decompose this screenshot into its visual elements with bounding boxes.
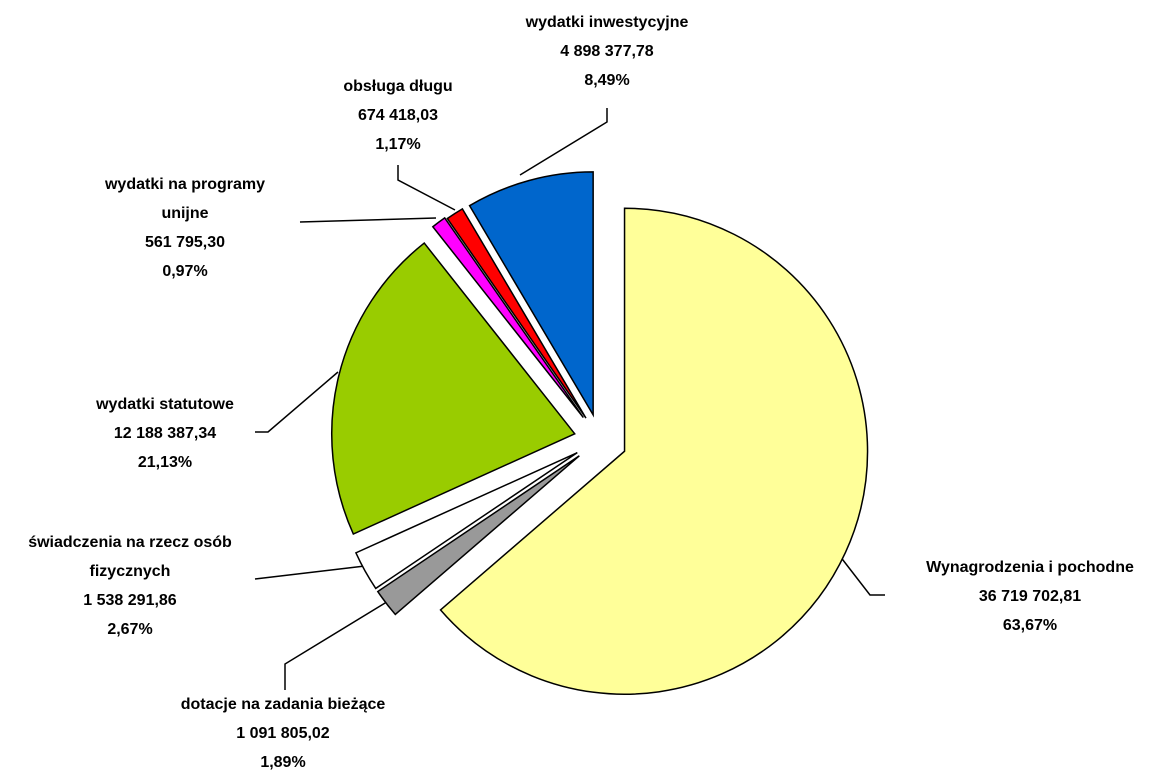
slice-name: wydatki na programy unijne (104, 176, 266, 222)
pie-slice (376, 455, 580, 616)
slice-percent: 63,67% (1002, 617, 1058, 634)
slice-percent: 2,67% (107, 621, 153, 638)
slice-name: Wynagrodzenia i pochodne (926, 559, 1134, 576)
pie-slice (446, 207, 587, 419)
slice-label: świadczenia na rzecz osób fizycznych 1 53… (0, 528, 260, 644)
pie-slice (354, 451, 578, 590)
leader-line (284, 599, 391, 690)
slice-percent: 21,13% (137, 454, 193, 471)
slice-label: obsługa długu 674 418,03 1,17% (298, 72, 498, 159)
leader-lines (254, 108, 885, 690)
slice-label: Wynagrodzenia i pochodne 36 719 702,81 63,… (880, 553, 1158, 640)
slice-label: dotacje na zadania bieżące 1 091 805,02 1,… (133, 690, 433, 777)
slice-amount: 12 188 387,34 (113, 425, 217, 442)
slice-percent: 1,17% (375, 136, 421, 153)
slice-amount: 1 538 291,86 (83, 592, 177, 609)
slice-amount: 1 091 805,02 (236, 725, 330, 742)
leader-line (397, 165, 456, 211)
slice-name: wydatki statutowe (96, 396, 234, 413)
slice-amount: 561 795,30 (144, 234, 226, 251)
leader-line (299, 217, 437, 223)
slice-label: wydatki statutowe 12 188 387,34 21,13% (55, 390, 275, 477)
slice-amount: 674 418,03 (357, 107, 439, 124)
leader-line (519, 108, 608, 176)
slice-amount: 36 719 702,81 (978, 588, 1082, 605)
slice-label: wydatki na programy unijne 561 795,30 0,97… (80, 170, 290, 286)
slice-name: obsługa długu (343, 78, 453, 95)
slice-percent: 0,97% (162, 263, 208, 280)
leader-line (255, 371, 339, 433)
slice-name: dotacje na zadania bieżące (180, 696, 386, 713)
leader-line (254, 565, 366, 580)
slice-amount: 4 898 377,78 (560, 43, 654, 60)
pie-slice (468, 171, 594, 418)
slice-name: wydatki inwestycyjne (525, 14, 689, 31)
slice-label: wydatki inwestycyjne 4 898 377,78 8,49% (497, 8, 717, 95)
pie-slice (439, 207, 869, 695)
pie-slice (330, 242, 576, 536)
slice-percent: 8,49% (584, 72, 630, 89)
pie-slice (431, 216, 584, 418)
slice-percent: 1,89% (260, 754, 306, 771)
slice-name: świadczenia na rzecz osób fizycznych (28, 534, 232, 580)
